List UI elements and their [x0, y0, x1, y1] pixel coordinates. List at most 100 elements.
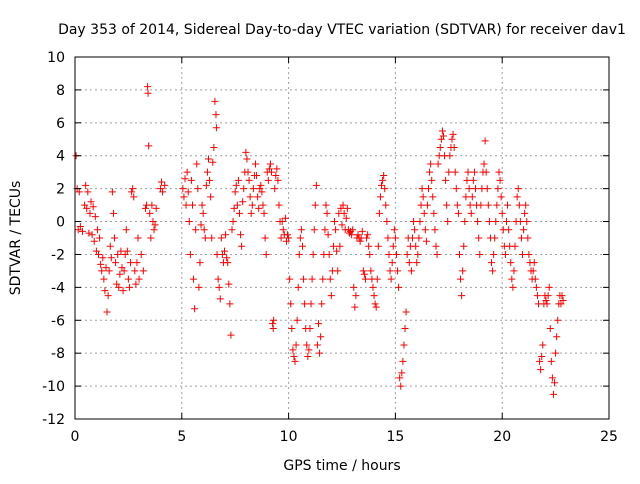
data-point	[548, 374, 556, 382]
data-point	[319, 275, 327, 283]
data-point	[537, 366, 545, 374]
data-point	[366, 250, 374, 258]
data-point	[379, 176, 387, 184]
data-point	[322, 201, 330, 209]
data-point	[260, 209, 268, 217]
data-point	[248, 201, 256, 209]
data-point	[324, 231, 332, 239]
data-point	[505, 226, 513, 234]
data-point	[461, 218, 469, 226]
data-point	[78, 227, 86, 235]
data-point	[207, 193, 215, 201]
data-point	[338, 221, 346, 229]
data-point	[530, 259, 538, 267]
data-point	[348, 231, 356, 239]
data-point	[532, 283, 540, 291]
data-point	[83, 204, 91, 212]
data-point	[247, 209, 255, 217]
data-point	[297, 226, 305, 234]
data-point	[363, 234, 371, 242]
data-point	[108, 188, 116, 196]
data-point	[190, 275, 198, 283]
data-point	[360, 270, 368, 278]
data-point	[150, 226, 158, 234]
data-point	[180, 193, 188, 201]
data-point	[210, 144, 218, 151]
data-point	[288, 325, 296, 332]
data-point	[224, 259, 232, 267]
data-point	[508, 275, 516, 283]
data-point	[279, 226, 287, 234]
data-point	[201, 234, 209, 242]
data-point	[491, 234, 499, 242]
data-point	[216, 295, 224, 303]
data-point	[546, 325, 554, 332]
data-point	[195, 283, 203, 291]
data-point	[434, 160, 442, 168]
data-point	[301, 300, 309, 308]
data-point	[318, 300, 326, 308]
data-point	[272, 171, 280, 179]
data-point	[225, 280, 233, 288]
data-point	[425, 185, 433, 193]
y-tick-label: -8	[51, 346, 65, 362]
chart-title: Day 353 of 2014, Sidereal Day-to-day VTE…	[58, 22, 626, 38]
data-point	[369, 283, 377, 291]
data-point	[183, 168, 191, 176]
data-point	[304, 352, 312, 360]
data-point	[396, 374, 404, 382]
data-point	[477, 201, 485, 209]
data-point	[239, 198, 247, 206]
data-point	[181, 175, 189, 183]
data-point	[285, 234, 293, 242]
data-point	[494, 185, 502, 193]
data-point	[228, 226, 236, 234]
data-point	[266, 160, 274, 168]
data-point	[127, 259, 135, 267]
data-point	[358, 227, 366, 235]
data-point	[93, 226, 101, 234]
data-point	[427, 160, 435, 168]
data-point	[275, 201, 283, 209]
data-point	[469, 176, 477, 184]
data-point	[249, 185, 257, 193]
data-point	[509, 283, 517, 291]
data-point	[383, 218, 391, 226]
data-point	[262, 250, 270, 258]
data-point	[365, 242, 373, 250]
data-point	[296, 234, 304, 242]
data-point	[103, 308, 111, 316]
data-point	[238, 242, 246, 250]
data-point	[516, 218, 524, 226]
data-point	[520, 226, 528, 234]
data-point	[336, 242, 344, 250]
data-point	[131, 267, 139, 275]
x-tick-label: 0	[71, 429, 80, 445]
data-points	[72, 83, 567, 398]
data-point	[354, 231, 362, 239]
data-point	[413, 259, 421, 267]
data-point	[428, 176, 436, 184]
data-point	[543, 300, 551, 308]
data-point	[386, 267, 394, 275]
data-point	[223, 254, 231, 262]
data-point	[268, 168, 276, 176]
data-point	[273, 165, 281, 173]
data-point	[395, 283, 403, 291]
x-tick-label: 20	[493, 429, 511, 445]
data-point	[151, 221, 159, 229]
data-point	[458, 292, 466, 300]
data-point	[533, 292, 541, 300]
data-point	[85, 229, 93, 237]
data-point	[215, 283, 223, 291]
data-point	[524, 234, 532, 242]
data-point	[307, 300, 315, 308]
data-point	[100, 275, 108, 283]
data-point	[542, 297, 550, 305]
data-point	[380, 171, 388, 179]
data-point	[484, 201, 492, 209]
data-point	[331, 218, 339, 226]
y-tick-label: -10	[42, 379, 65, 395]
data-point	[381, 185, 389, 193]
data-point	[200, 226, 208, 234]
